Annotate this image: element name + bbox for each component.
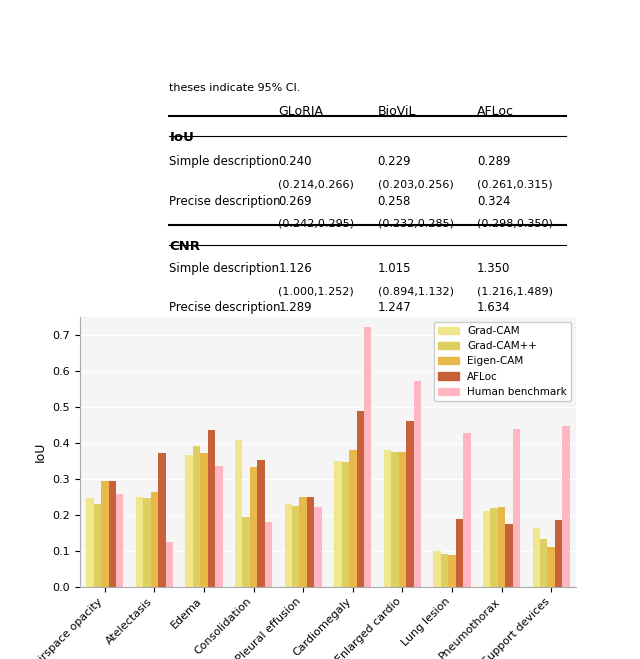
Text: 0.269: 0.269 [278,194,312,208]
Bar [200,453,208,587]
Bar [513,429,520,587]
Text: Precise description: Precise description [169,194,281,208]
Text: (1.149,1.430): (1.149,1.430) [278,326,355,335]
Text: GLoRIA: GLoRIA [278,105,323,118]
Bar [300,498,307,587]
Text: (0.261,0.315): (0.261,0.315) [477,179,552,189]
Text: AFLoc: AFLoc [477,105,514,118]
Text: 1.634: 1.634 [477,301,511,314]
Text: (0.214,0.266): (0.214,0.266) [278,179,355,189]
Bar [540,538,547,587]
Bar [441,554,448,587]
Text: IoU: IoU [169,131,194,144]
Bar [555,520,563,587]
Text: CNR: CNR [169,241,200,254]
Text: (0.298,0.350): (0.298,0.350) [477,219,553,229]
Bar [292,505,300,587]
Bar [193,446,200,587]
Bar [158,453,166,587]
Text: (1.000,1.252): (1.000,1.252) [278,286,354,296]
Bar [384,451,391,587]
Bar [391,451,399,587]
Text: 1.350: 1.350 [477,262,510,275]
Text: 1.289: 1.289 [278,301,312,314]
Text: (0.232,0.285): (0.232,0.285) [378,219,454,229]
Bar [86,498,93,587]
Bar [166,542,173,587]
Bar [257,460,265,587]
Bar [456,519,463,587]
Bar [399,452,406,587]
Text: Simple description: Simple description [169,262,279,275]
Bar [143,498,150,587]
Text: 0.289: 0.289 [477,156,510,169]
Bar [109,481,116,587]
Bar [186,455,193,587]
Bar [235,440,243,587]
Bar [334,461,342,587]
Bar [243,517,250,587]
Text: (0.203,0.256): (0.203,0.256) [378,179,453,189]
Text: BioViL: BioViL [378,105,416,118]
Text: 0.229: 0.229 [378,156,412,169]
Text: 0.324: 0.324 [477,194,510,208]
Bar [250,467,257,587]
Text: (1.216,1.489): (1.216,1.489) [477,286,553,296]
Bar [150,492,158,587]
Bar [307,498,314,587]
Text: (1.494,1.775): (1.494,1.775) [477,326,553,335]
Bar [490,508,498,587]
Bar [208,430,215,587]
Bar [448,555,456,587]
Text: (0.242,0.295): (0.242,0.295) [278,219,355,229]
Bar [483,511,490,587]
Bar [498,507,506,587]
Bar [356,411,364,587]
Text: 0.240: 0.240 [278,156,312,169]
Bar [563,426,570,587]
Bar [101,481,109,587]
Text: 1.126: 1.126 [278,262,312,275]
Bar [136,496,143,587]
Text: (1.111,1.380): (1.111,1.380) [378,326,453,335]
Bar [364,328,371,587]
Bar [413,382,421,587]
Bar [116,494,124,587]
Text: 0.258: 0.258 [378,194,411,208]
Bar [547,547,555,587]
Bar [285,503,292,587]
Text: (0.894,1.132): (0.894,1.132) [378,286,454,296]
Bar [406,421,413,587]
Y-axis label: IoU: IoU [34,442,47,462]
Text: Precise description: Precise description [169,301,281,314]
Bar [463,433,470,587]
Text: Simple description: Simple description [169,156,279,169]
Bar [532,528,540,587]
Legend: Grad-CAM, Grad-CAM++, Eigen-CAM, AFLoc, Human benchmark: Grad-CAM, Grad-CAM++, Eigen-CAM, AFLoc, … [433,322,571,401]
Bar [93,503,101,587]
Text: theses indicate 95% CI.: theses indicate 95% CI. [169,84,301,94]
Bar [342,462,349,587]
Bar [349,451,356,587]
Text: 1.015: 1.015 [378,262,411,275]
Bar [506,523,513,587]
Bar [215,467,223,587]
Text: 1.247: 1.247 [378,301,412,314]
Bar [433,550,441,587]
Bar [265,523,272,587]
Bar [314,507,322,587]
